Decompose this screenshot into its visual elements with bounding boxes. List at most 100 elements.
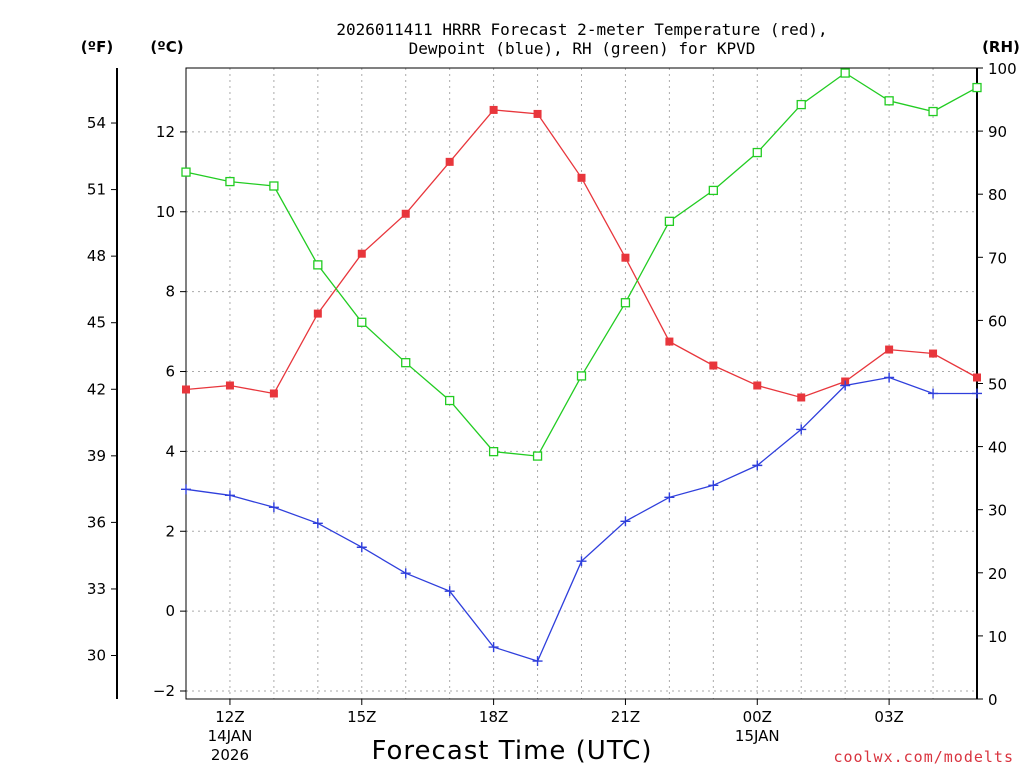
rh-point bbox=[884, 96, 894, 106]
x-tick-date-label: 15JAN bbox=[735, 727, 780, 745]
dewpoint-point bbox=[268, 502, 279, 513]
celsius-tick-label: −2 bbox=[153, 682, 175, 700]
dewpoint-point bbox=[356, 542, 367, 553]
rh-tick-label: 40 bbox=[988, 439, 1007, 457]
temperature-point bbox=[709, 361, 718, 370]
fahrenheit-unit-label: (ºF) bbox=[81, 38, 113, 56]
celsius-tick-label: 0 bbox=[165, 602, 175, 620]
rh-tick-label: 100 bbox=[988, 60, 1017, 78]
fahrenheit-tick-label: 30 bbox=[87, 647, 106, 665]
temperature-point bbox=[577, 173, 586, 182]
fahrenheit-tick-label: 42 bbox=[87, 380, 106, 398]
rh-tick-label: 20 bbox=[988, 565, 1007, 583]
x-tick-label: 12Z bbox=[215, 708, 244, 726]
rh-tick-label: 30 bbox=[988, 502, 1007, 520]
x-tick-label: 03Z bbox=[874, 708, 903, 726]
temperature-point bbox=[929, 349, 938, 358]
temperature-point bbox=[225, 381, 234, 390]
rh-point bbox=[313, 260, 323, 270]
dewpoint-point bbox=[840, 380, 851, 391]
x-tick-label: 00Z bbox=[743, 708, 772, 726]
dewpoint-point bbox=[224, 490, 235, 501]
celsius-tick-label: 8 bbox=[165, 283, 175, 301]
celsius-unit-label: (ºC) bbox=[150, 38, 183, 56]
tick-labels: −2 0 2 4 6 8 10 12 30 33 36 39 42 45 48 51 54 0 10 20 30 40 50… bbox=[87, 60, 1017, 764]
temperature-point bbox=[753, 381, 762, 390]
temperature-point bbox=[401, 209, 410, 218]
dewpoint-point bbox=[796, 424, 807, 435]
temperature-point bbox=[269, 389, 278, 398]
dewpoint-point bbox=[576, 556, 587, 567]
rh-unit-label: (RH) bbox=[982, 38, 1020, 56]
chart-title-line1: 2026011411 HRRR Forecast 2-meter Tempera… bbox=[336, 20, 827, 39]
rh-point bbox=[972, 82, 982, 93]
rh-point bbox=[576, 371, 587, 381]
rh-tick-label: 10 bbox=[988, 628, 1007, 646]
temperature-point bbox=[313, 309, 322, 318]
rh-tick-label: 50 bbox=[988, 376, 1007, 394]
dewpoint-point bbox=[928, 388, 939, 399]
dewpoint-point bbox=[620, 516, 631, 527]
rh-point bbox=[664, 216, 675, 226]
x-tick-label: 18Z bbox=[479, 708, 508, 726]
temperature-point bbox=[621, 253, 630, 262]
rh-point bbox=[796, 99, 806, 110]
rh-point bbox=[840, 68, 850, 78]
rh-point bbox=[269, 181, 279, 191]
celsius-tick-label: 4 bbox=[165, 442, 175, 460]
rh-point bbox=[357, 317, 367, 327]
rh-tick-label: 70 bbox=[988, 249, 1007, 267]
fahrenheit-tick-label: 39 bbox=[87, 447, 106, 465]
rh-point bbox=[181, 167, 191, 177]
rh-tick-label: 80 bbox=[988, 186, 1007, 204]
rh-point bbox=[225, 176, 235, 187]
dewpoint-point bbox=[708, 480, 719, 491]
rh-point bbox=[401, 358, 411, 368]
credit-label: coolwx.com/modelts bbox=[833, 748, 1014, 766]
rh-tick-label: 60 bbox=[988, 312, 1007, 330]
fahrenheit-tick-label: 48 bbox=[87, 247, 106, 265]
temperature-point bbox=[665, 337, 674, 346]
chart-title-line2: Dewpoint (blue), RH (green) for KPVD bbox=[409, 39, 756, 58]
temperature-point bbox=[797, 393, 806, 402]
fahrenheit-tick-label: 36 bbox=[87, 513, 106, 531]
rh-tick-label: 0 bbox=[988, 691, 998, 709]
temperature-point bbox=[445, 157, 454, 166]
temperature-point bbox=[533, 109, 542, 118]
dewpoint-point bbox=[752, 460, 763, 471]
fahrenheit-tick-label: 33 bbox=[87, 580, 106, 598]
dewpoint-point bbox=[444, 586, 455, 597]
celsius-tick-label: 6 bbox=[165, 363, 175, 381]
x-tick-year-label: 2026 bbox=[211, 746, 249, 764]
dewpoint-point bbox=[972, 388, 982, 399]
rh-point bbox=[488, 446, 499, 457]
dewpoint-point bbox=[884, 372, 895, 383]
rh-point bbox=[532, 451, 543, 461]
data-series bbox=[181, 68, 982, 667]
rh-point bbox=[708, 185, 718, 196]
rh-point bbox=[445, 395, 455, 406]
fahrenheit-tick-label: 54 bbox=[87, 114, 106, 132]
dewpoint-point bbox=[312, 518, 323, 529]
temperature-point bbox=[885, 345, 894, 354]
rh-tick-label: 90 bbox=[988, 123, 1007, 141]
x-tick-date-label: 14JAN bbox=[208, 727, 253, 745]
celsius-tick-label: 10 bbox=[156, 203, 175, 221]
fahrenheit-tick-label: 51 bbox=[87, 181, 106, 199]
fahrenheit-tick-label: 45 bbox=[87, 314, 106, 332]
temperature-point bbox=[973, 373, 981, 382]
dewpoint-point bbox=[400, 568, 411, 579]
temperature-point bbox=[182, 385, 190, 394]
rh-point bbox=[620, 298, 631, 308]
temperature-point bbox=[357, 249, 366, 258]
celsius-tick-label: 12 bbox=[156, 123, 175, 141]
celsius-tick-label: 2 bbox=[165, 522, 175, 540]
dewpoint-point bbox=[532, 656, 543, 667]
x-axis-label: Forecast Time (UTC) bbox=[371, 736, 652, 766]
rh-point bbox=[752, 147, 762, 158]
temperature-point bbox=[489, 105, 498, 114]
x-tick-label: 21Z bbox=[611, 708, 640, 726]
dewpoint-point bbox=[181, 484, 191, 495]
